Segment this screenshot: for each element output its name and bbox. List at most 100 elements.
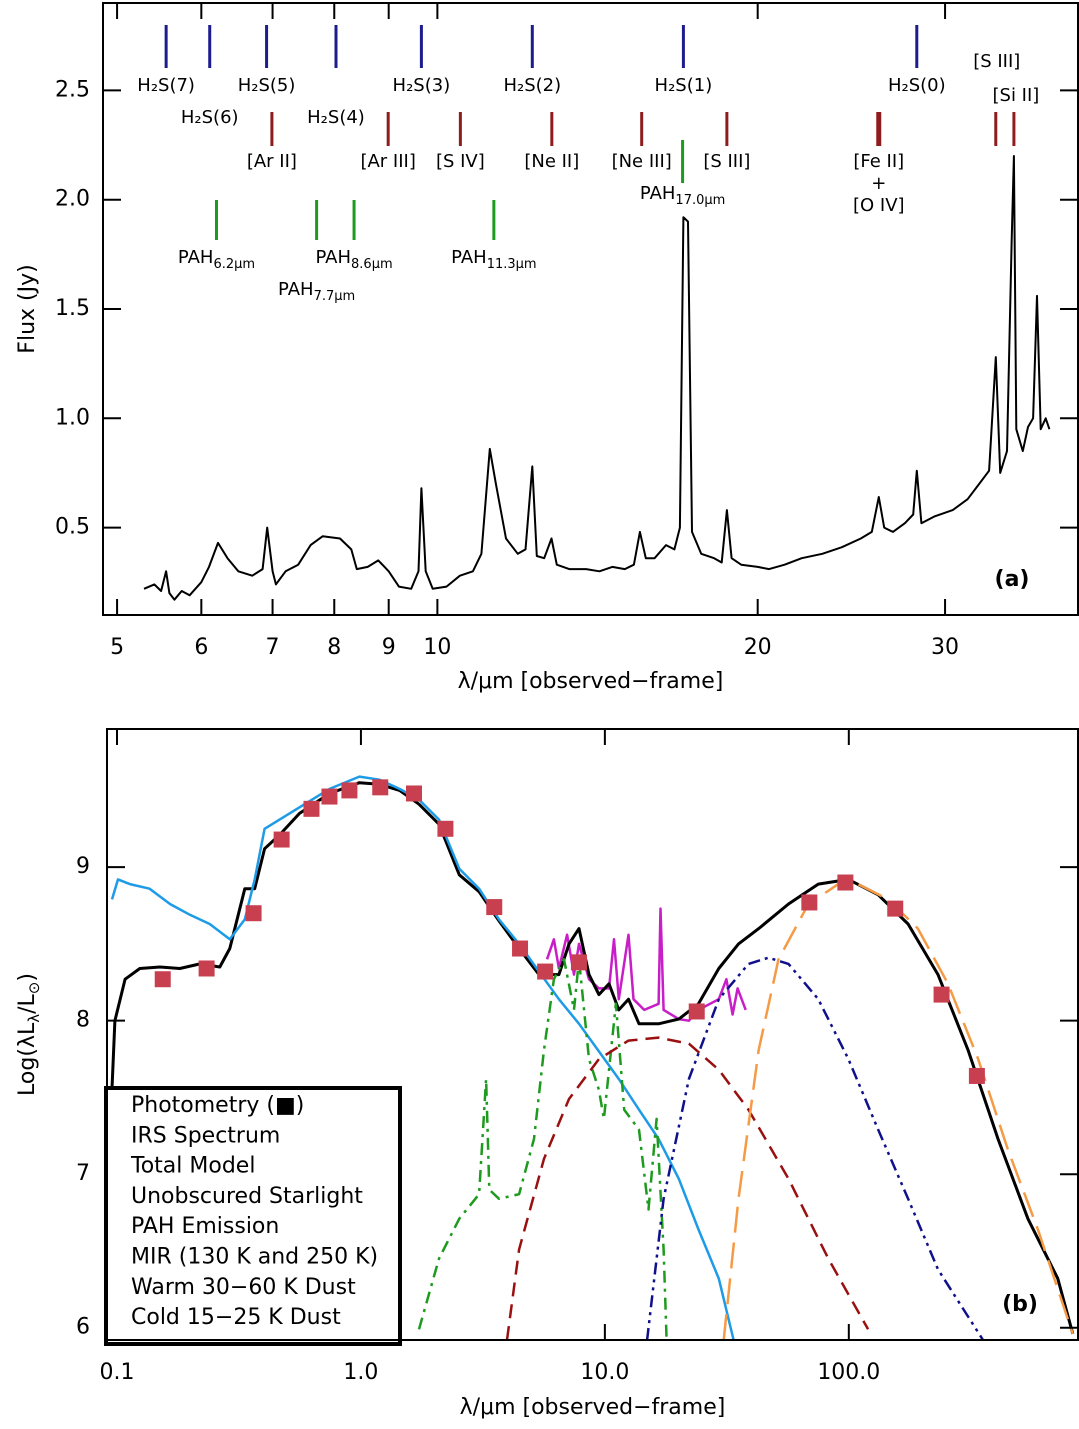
- plot-area: [143, 155, 1051, 601]
- annotation-label: PAH17.0μm: [640, 183, 725, 208]
- annotation-label-sub: 17.0μm: [675, 193, 725, 208]
- annotation-label: [S IV]: [436, 151, 485, 172]
- photometry-point: [303, 800, 320, 817]
- y-axis-label-sub: λ: [25, 1014, 43, 1023]
- spectrum-line: [143, 155, 1051, 601]
- y-tick-label: 1.5: [55, 296, 90, 321]
- annotation-label-sub: 7.7μm: [314, 289, 356, 304]
- annotation-label: H₂S(6): [181, 107, 239, 128]
- annotation-label: [O IV]: [853, 195, 905, 216]
- legend-entry: IRS Spectrum: [131, 1123, 280, 1148]
- photometry-point: [486, 899, 503, 916]
- x-axis-label: λ/μm [observed−frame]: [460, 1395, 726, 1420]
- plot-frame: [106, 728, 1079, 1341]
- y-axis-label-part: ): [15, 973, 40, 982]
- model-line: [722, 882, 1074, 1340]
- photometry-point: [837, 874, 854, 891]
- legend-entry: Total Model: [130, 1154, 255, 1179]
- legend-entry: Photometry (■): [131, 1093, 304, 1118]
- legend-entry: Unobscured Starlight: [131, 1184, 363, 1209]
- photometry-point: [154, 971, 171, 988]
- y-axis-label: Log(λLλ/L⊙): [15, 973, 43, 1096]
- x-tick-label: 10.0: [580, 1360, 629, 1385]
- photometry-point: [198, 960, 215, 977]
- annotation-label: [Ne III]: [612, 151, 672, 172]
- y-tick-label: 1.0: [55, 405, 90, 430]
- y-tick-label: 9: [76, 854, 90, 879]
- y-tick-label: 8: [76, 1008, 90, 1033]
- photometry-point: [245, 905, 262, 922]
- annotation-label: [Si II]: [993, 85, 1040, 106]
- annotation-label-sub: 8.6μm: [351, 257, 393, 272]
- model-line: [505, 1036, 870, 1340]
- x-tick-label: 0.1: [99, 1360, 134, 1385]
- annotation-label: [Fe II]: [853, 151, 904, 172]
- annotation-label: H₂S(2): [503, 75, 561, 96]
- annotation-label: PAH6.2μm: [178, 247, 255, 272]
- plot-area: [107, 775, 1075, 1340]
- x-tick-label: 5: [110, 635, 124, 660]
- model-line: [417, 958, 668, 1340]
- annotation-label: PAH8.6μm: [315, 247, 392, 272]
- legend-entry: MIR (130 K and 250 K): [131, 1245, 378, 1270]
- photometry-point: [341, 782, 358, 799]
- panel-label: (b): [1002, 1292, 1038, 1317]
- y-tick-label: 2.0: [55, 187, 90, 212]
- annotation-label: PAH7.7μm: [278, 279, 355, 304]
- photometry-point: [933, 986, 950, 1003]
- y-tick-label: 7: [76, 1161, 90, 1186]
- photometry-point: [512, 940, 529, 957]
- photometry-point: [688, 1003, 705, 1020]
- annotation-label: +: [871, 173, 886, 194]
- x-tick-label: 100.0: [817, 1360, 880, 1385]
- x-tick-label: 8: [327, 635, 341, 660]
- photometry-point: [570, 954, 587, 971]
- photometry-point: [537, 963, 554, 980]
- y-axis-label-part: Log(λL: [15, 1022, 40, 1096]
- annotation-label-main: PAH: [451, 247, 487, 268]
- annotation-label: H₂S(0): [888, 75, 946, 96]
- panel-label: (a): [995, 567, 1030, 592]
- annotation-label-main: PAH: [178, 247, 214, 268]
- photometry-point: [437, 820, 454, 837]
- y-tick-label: 0.5: [55, 515, 90, 540]
- photometry-point: [372, 779, 389, 796]
- y-axis-label: Flux (Jy): [15, 264, 40, 353]
- annotation-label: [Ne II]: [524, 151, 579, 172]
- x-axis-label: λ/μm [observed−frame]: [458, 669, 724, 694]
- annotation-label: H₂S(5): [238, 75, 296, 96]
- x-tick-label: 7: [266, 635, 280, 660]
- legend-entry: Warm 30−60 K Dust: [131, 1275, 356, 1300]
- annotation-label: [S III]: [703, 151, 750, 172]
- plot-frame: [102, 2, 1079, 616]
- x-tick-label: 6: [194, 635, 208, 660]
- annotation-label-sub: 11.3μm: [487, 257, 537, 272]
- y-tick-label: 2.5: [55, 77, 90, 102]
- x-tick-label: 1.0: [343, 1360, 378, 1385]
- photometry-point: [321, 788, 338, 805]
- photometry-point: [273, 831, 290, 848]
- legend-box: [104, 1086, 402, 1346]
- annotation-label-main: PAH: [315, 247, 351, 268]
- annotation-label: H₂S(4): [307, 107, 365, 128]
- x-tick-label: 10: [423, 635, 451, 660]
- annotation-label: [S III]: [973, 51, 1020, 72]
- photometry-point: [968, 1067, 985, 1084]
- annotation-label: H₂S(3): [393, 75, 451, 96]
- legend-entry: Cold 15−25 K Dust: [131, 1305, 341, 1330]
- y-tick-label: 6: [76, 1315, 90, 1340]
- x-tick-label: 20: [744, 635, 772, 660]
- photometry-point: [887, 900, 904, 917]
- annotation-label-main: PAH: [278, 279, 314, 300]
- annotation-label: PAH11.3μm: [451, 247, 536, 272]
- annotation-label-main: PAH: [640, 183, 676, 204]
- legend-entry: PAH Emission: [131, 1214, 279, 1239]
- annotation-label: H₂S(7): [137, 75, 195, 96]
- photometry-point: [405, 785, 422, 802]
- model-line: [645, 956, 985, 1340]
- annotation-label-sub: 6.2μm: [213, 257, 255, 272]
- y-axis-label-sub: ⊙: [25, 982, 43, 995]
- x-tick-label: 9: [382, 635, 396, 660]
- annotation-label: [Ar III]: [360, 151, 415, 172]
